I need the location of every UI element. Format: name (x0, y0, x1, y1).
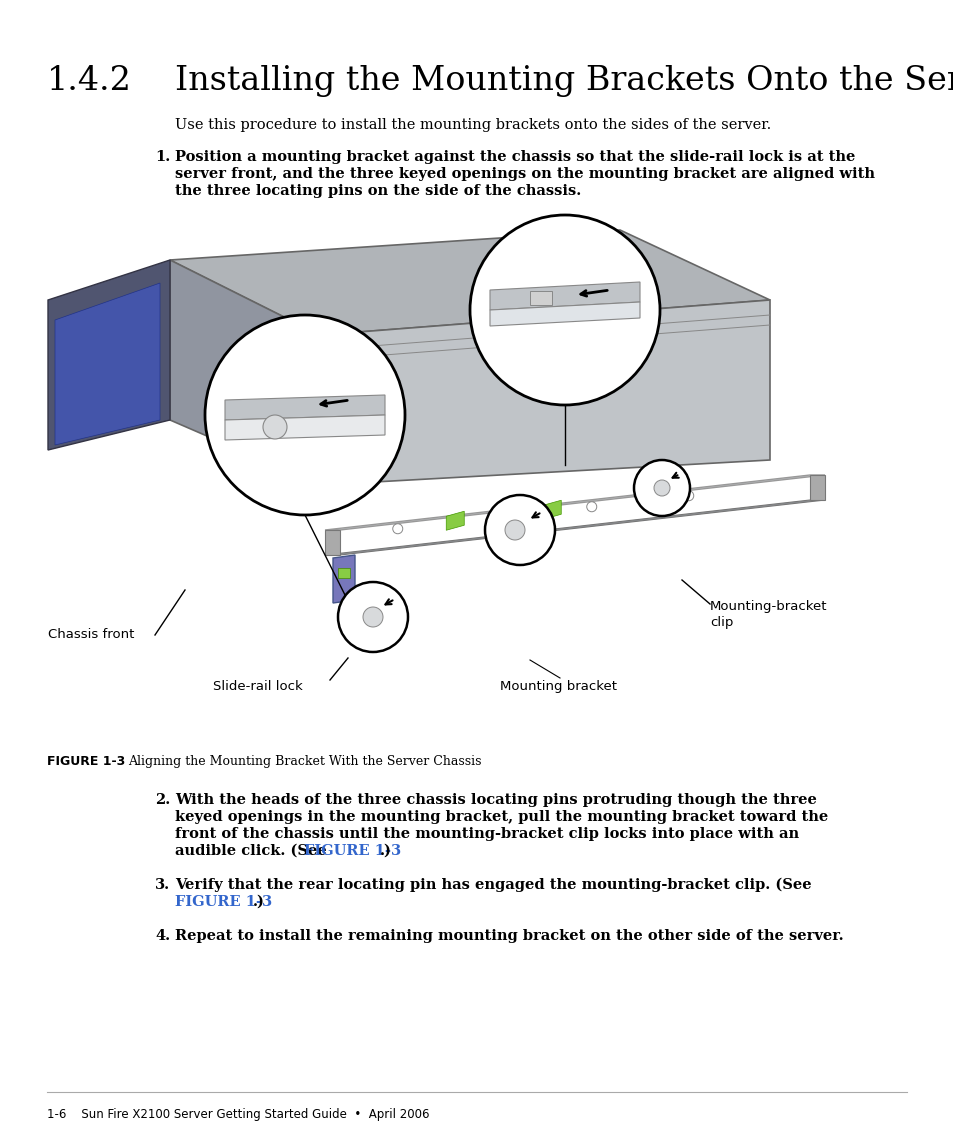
Text: Repeat to install the remaining mounting bracket on the other side of the server: Repeat to install the remaining mounting… (174, 929, 842, 943)
Circle shape (683, 491, 693, 500)
Circle shape (504, 520, 524, 540)
Circle shape (363, 607, 382, 627)
Polygon shape (542, 500, 560, 519)
Text: keyed openings in the mounting bracket, pull the mounting bracket toward the: keyed openings in the mounting bracket, … (174, 810, 827, 824)
Text: 4.: 4. (154, 929, 170, 943)
Polygon shape (490, 302, 639, 326)
Circle shape (263, 414, 287, 439)
Polygon shape (333, 555, 355, 603)
Text: Position a mounting bracket against the chassis so that the slide-rail lock is a: Position a mounting bracket against the … (174, 150, 855, 164)
Text: Installing the Mounting Brackets Onto the Server: Installing the Mounting Brackets Onto th… (174, 65, 953, 97)
Polygon shape (170, 260, 319, 485)
Text: FIGURE 1-3: FIGURE 1-3 (174, 895, 272, 909)
Text: FIGURE 1-3: FIGURE 1-3 (304, 844, 400, 858)
Text: 1-6    Sun Fire X2100 Server Getting Started Guide  •  April 2006: 1-6 Sun Fire X2100 Server Getting Starte… (47, 1108, 429, 1121)
Polygon shape (48, 260, 170, 450)
Bar (530, 291, 552, 305)
Bar (214, 388, 225, 395)
Text: Verify that the rear locating pin has engaged the mounting-bracket clip. (See: Verify that the rear locating pin has en… (174, 878, 811, 892)
Polygon shape (319, 300, 769, 485)
Circle shape (470, 215, 659, 405)
Circle shape (205, 315, 405, 515)
Bar (337, 568, 350, 578)
Circle shape (586, 502, 597, 512)
Circle shape (654, 480, 669, 496)
Text: FIGURE 1-3: FIGURE 1-3 (47, 755, 125, 768)
Text: 1.: 1. (154, 150, 170, 164)
Text: 3.: 3. (154, 878, 170, 892)
Polygon shape (55, 283, 160, 445)
Text: Chassis front: Chassis front (48, 627, 134, 641)
Bar (230, 390, 240, 398)
Circle shape (634, 460, 689, 516)
Text: 1.4.2: 1.4.2 (47, 65, 132, 97)
Text: .): .) (379, 844, 392, 858)
Text: front of the chassis until the mounting-bracket clip locks into place with an: front of the chassis until the mounting-… (174, 827, 799, 840)
Text: server front, and the three keyed openings on the mounting bracket are aligned w: server front, and the three keyed openin… (174, 167, 874, 181)
Text: Mounting-bracket: Mounting-bracket (709, 600, 826, 613)
Text: Slide-rail lock: Slide-rail lock (213, 680, 302, 693)
Polygon shape (325, 530, 339, 555)
Circle shape (484, 495, 555, 564)
Polygon shape (325, 500, 824, 555)
Polygon shape (446, 512, 464, 530)
Text: Mounting bracket: Mounting bracket (499, 680, 617, 693)
Polygon shape (225, 414, 385, 440)
Text: audible click. (See: audible click. (See (174, 844, 332, 858)
Text: Use this procedure to install the mounting brackets onto the sides of the server: Use this procedure to install the mounti… (174, 118, 770, 132)
Text: .): .) (253, 895, 265, 909)
Polygon shape (170, 230, 769, 335)
Polygon shape (495, 506, 512, 524)
Text: Aligning the Mounting Bracket With the Server Chassis: Aligning the Mounting Bracket With the S… (128, 755, 481, 768)
Text: the three locating pins on the side of the chassis.: the three locating pins on the side of t… (174, 184, 580, 198)
Bar (250, 395, 260, 402)
Circle shape (393, 523, 402, 534)
Polygon shape (325, 475, 824, 530)
Polygon shape (809, 475, 824, 500)
Polygon shape (225, 395, 385, 420)
Text: With the heads of the three chassis locating pins protruding though the three: With the heads of the three chassis loca… (174, 793, 816, 807)
Text: clip: clip (709, 616, 733, 629)
Text: 2.: 2. (154, 793, 170, 807)
Circle shape (337, 582, 408, 652)
Polygon shape (490, 282, 639, 310)
